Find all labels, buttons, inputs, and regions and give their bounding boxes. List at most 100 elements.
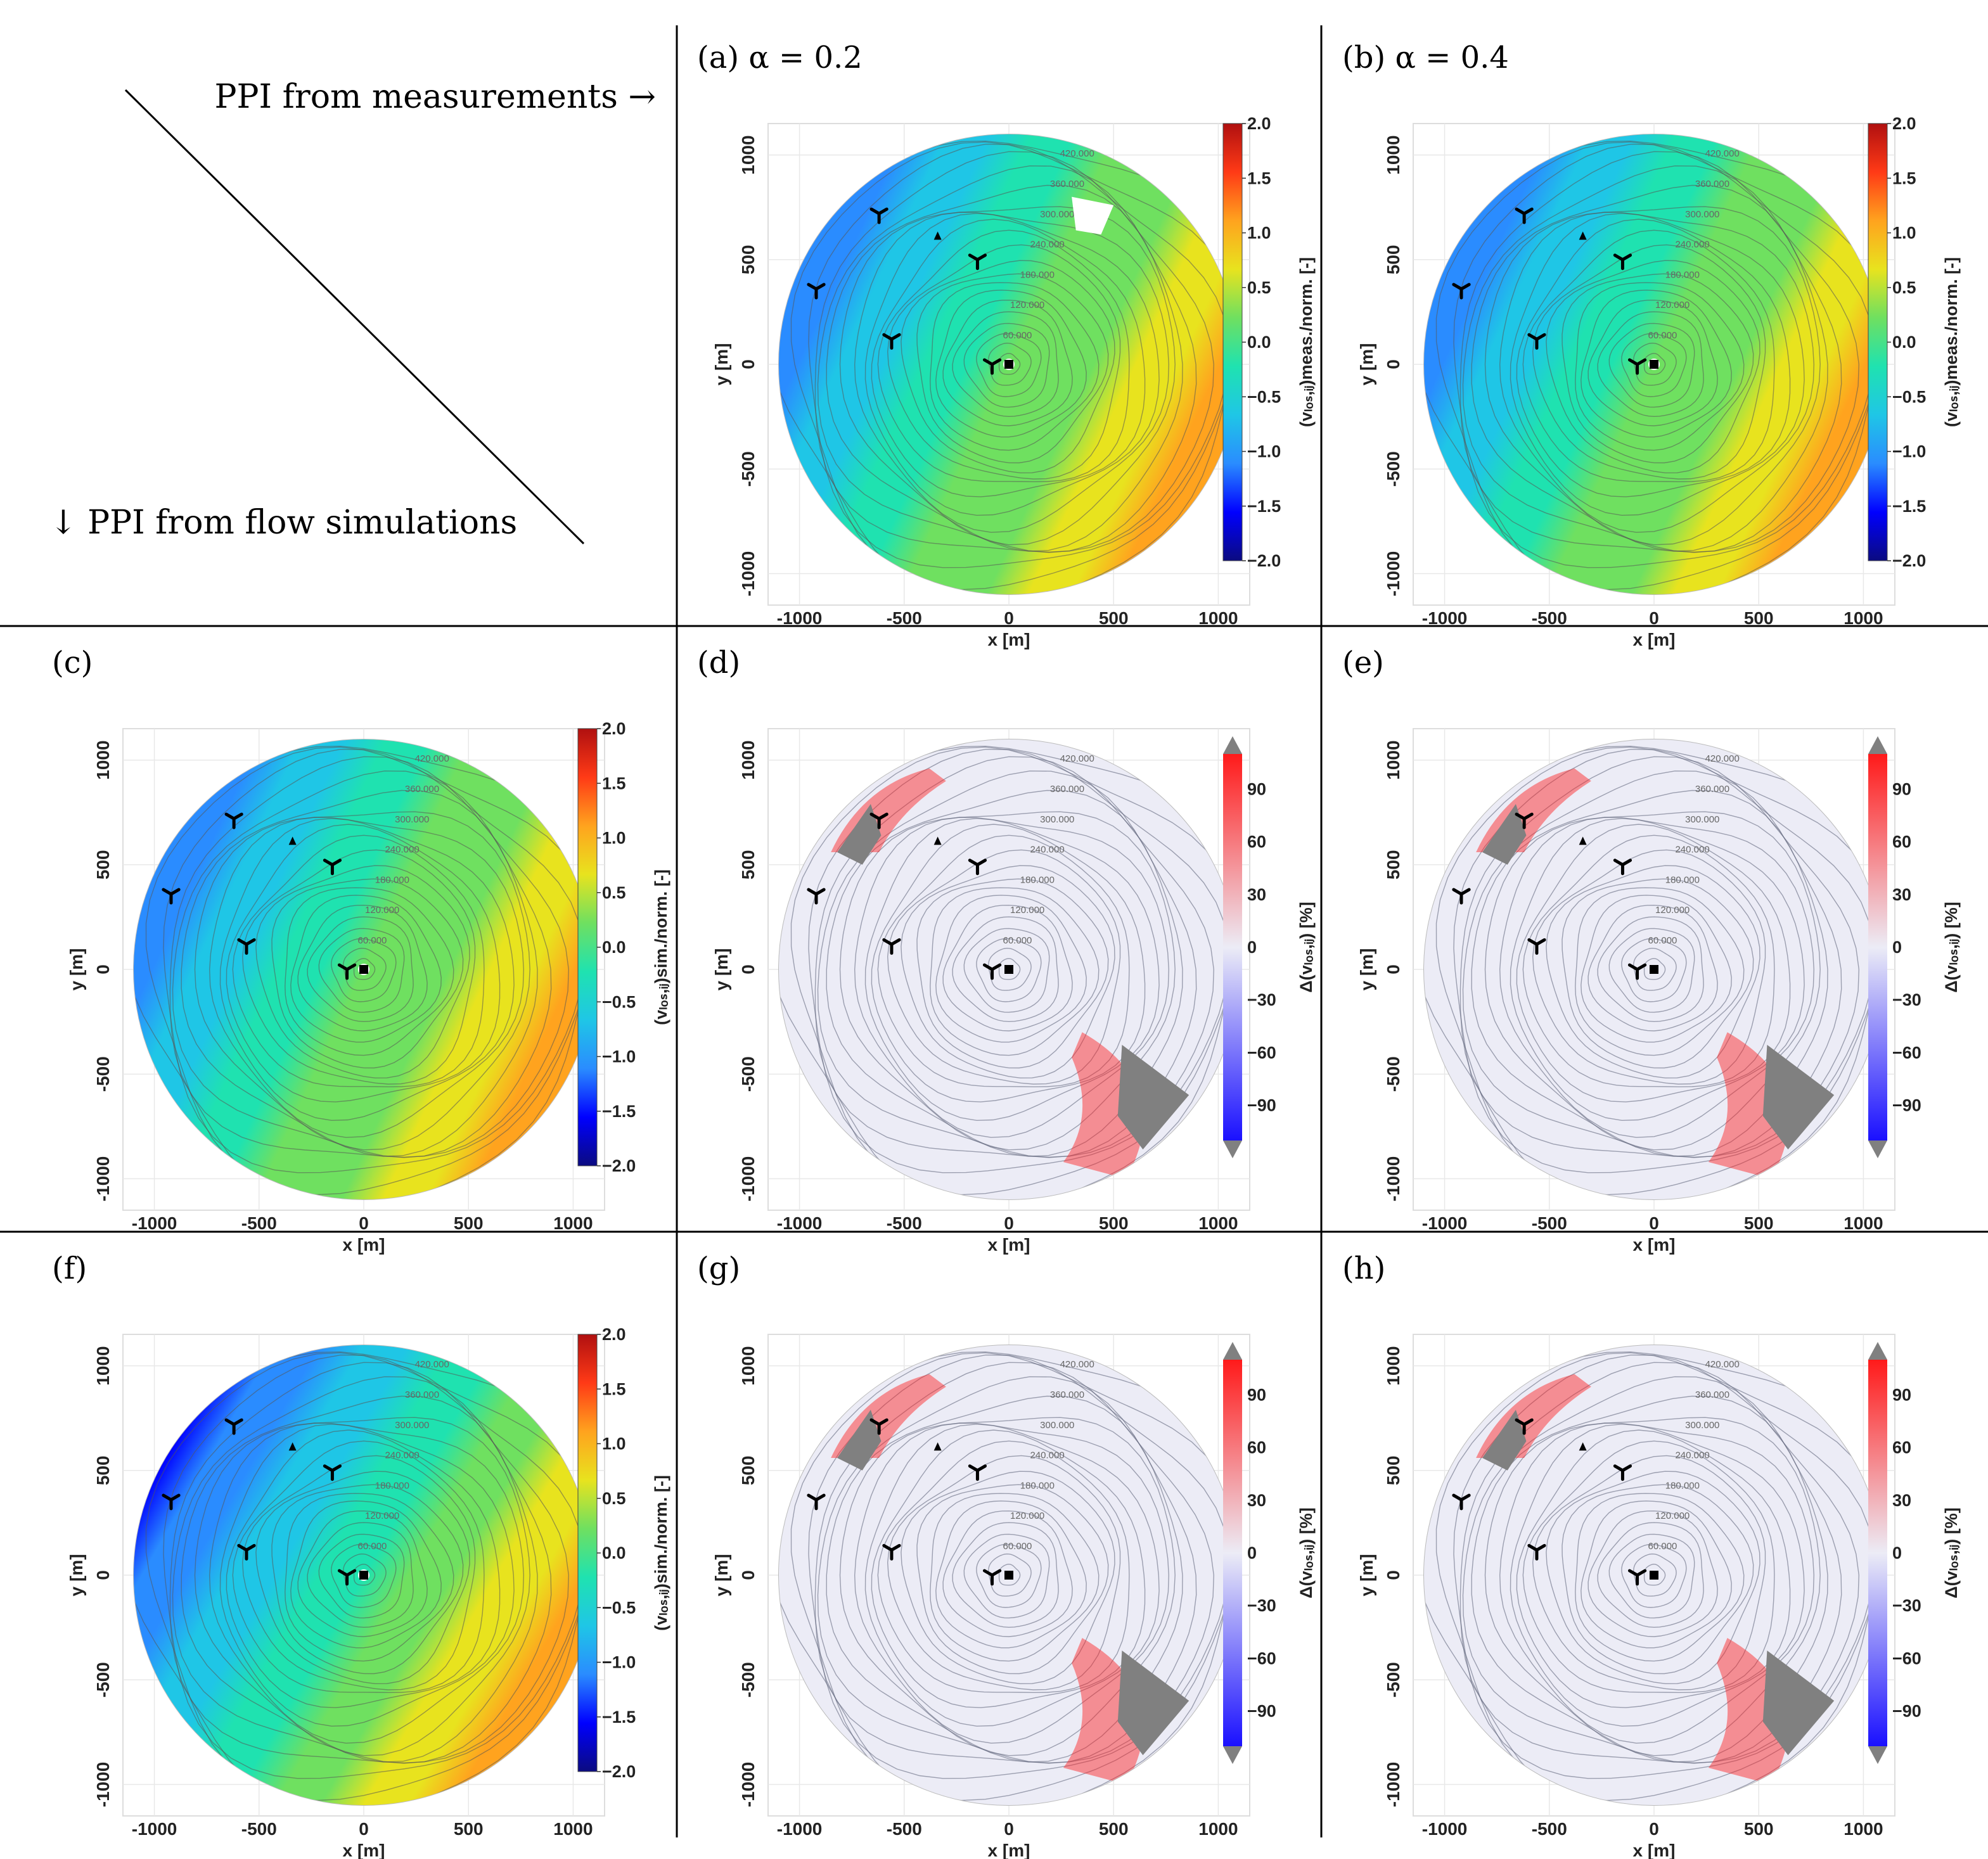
x-tick-label: 500 [454,1213,484,1233]
data-gap [1072,196,1114,235]
contour-line [1522,1440,1775,1694]
contour-line [145,746,594,1196]
contour-label: 300.000 [395,1420,429,1431]
turbine-icon [337,963,357,980]
contour-line [916,878,1109,1069]
contour-line [871,824,1146,1102]
contour-line [916,273,1109,464]
x-tick-label: 1000 [1844,1819,1883,1839]
turbine-icon [982,1569,1002,1586]
turbine-blade [1459,1493,1471,1502]
colorbar-tick-label: −60 [1247,1043,1276,1062]
contour-label: 360.000 [1695,1389,1729,1400]
contour-label: 240.000 [1675,845,1709,855]
y-tick-label: 0 [738,964,758,974]
contour-line [887,244,1121,480]
turbine-blade [345,1569,357,1577]
contour-line [1471,789,1828,1157]
site-markers [807,207,1013,375]
x-tick-label: 500 [1744,1213,1774,1233]
x-tick-label: 0 [1649,1819,1659,1839]
x-tick-label: 1000 [1198,608,1238,628]
x-axis-label: x [m] [343,1841,385,1859]
contour-label: 180.000 [1020,874,1055,885]
chart-a: (a) α = 0.2 -1000 -1000 -500 -500 0 0 500 500 100… [697,40,1316,649]
colorbar-label: (vₗₒₛ,ᵢⱼ)meas./norm. [-] [1942,257,1961,427]
met-mast-icon [1579,231,1587,240]
x-tick-label: -500 [887,1819,922,1839]
turbine-blade [814,283,826,291]
y-tick-label: 500 [738,850,758,879]
contour-label: 120.000 [1655,905,1690,916]
y-tick-label: 1000 [738,1346,758,1385]
y-tick-label: -1000 [1383,1762,1403,1808]
met-mast-icon [288,836,297,845]
contour-line [976,938,1042,1002]
colorbar-tick-label: 2.0 [1892,114,1916,133]
turbine-blade [1522,1418,1534,1426]
contour-line [1597,311,1704,418]
colorbar-tick-label: −1.0 [602,1653,636,1672]
turbine-icon [323,859,342,876]
colorbar-bar [577,1334,598,1772]
contour-line [290,1500,442,1649]
contour-label: 120.000 [1010,1511,1044,1521]
contour-line [1453,748,1875,1173]
contour-label: 300.000 [1040,814,1074,825]
colorbar-tick-label: 90 [1892,1385,1911,1404]
x-axis-label: x [m] [988,630,1030,649]
colorbar-tick-label: −30 [1247,1596,1276,1615]
contour-line [1575,887,1745,1056]
contour-line [219,817,515,1121]
contour-line [1435,1352,1884,1801]
chart-b: (b) α = 0.4 -1000 -1000 -500 -500 0 0 500 500 100… [1342,40,1961,649]
y-tick-label: 500 [1383,850,1403,879]
contour-line [1462,1376,1842,1764]
contour-line [232,834,485,1088]
colorbar-arrow-top [1223,736,1242,754]
contour-label: 420.000 [1705,148,1740,159]
y-tick-label: 1000 [738,740,758,779]
turbine-blade [877,207,888,215]
turbine-icon [323,1464,342,1481]
met-mast-icon [1579,836,1587,845]
colorbar-bar [577,728,598,1166]
colorbar-tick-label: 0 [1247,938,1257,957]
site-markers [162,1418,368,1586]
contour-line [1621,938,1687,1002]
contour-line [1462,165,1842,553]
contour-label: 60.000 [1003,1541,1032,1552]
colorbar-bar [1223,1360,1242,1746]
contour-line [817,165,1197,553]
turbine-blade [877,812,888,821]
turbine-icon [1613,253,1632,271]
x-tick-label: -500 [1532,608,1567,628]
colorbar-bar [1868,754,1887,1140]
contour-line [1484,206,1821,546]
y-tick-label: 1000 [1383,135,1403,174]
x-tick-label: -500 [1532,1819,1567,1839]
contour-line [1532,244,1766,480]
contour-line [318,928,405,1013]
contour-line [1546,865,1760,1079]
contour-line [839,1417,1176,1756]
turbine-blade [1636,358,1647,366]
contour-line [1459,1362,1859,1764]
axes: -1000 -1000 -500 -500 0 0 500 500 1000 1000 x [m] y… [712,728,1250,1255]
contour-line [285,887,454,1056]
chart-f: (f) -1000 -1000 -500 -500 0 0 500 500 1000 1000 x [… [52,1251,670,1859]
contour-line [1643,1563,1666,1586]
y-tick-label: -1000 [1383,551,1403,597]
turbine-icon [1627,358,1647,375]
heatmap-field: 420.000 360.000 300.000 240.000 180.000 120.0… [778,739,1240,1200]
colorbar-tick-label: 1.5 [602,1379,626,1398]
colorbar: 2.0 1.5 1.0 0.5 0.0 −0.5 −1.0 −1.5 −2.0 (vₗₒₛ,ᵢⱼ)… [1222,114,1316,570]
turbine-blade [232,1418,243,1426]
y-tick-label: 0 [93,964,113,974]
met-mast-icon [933,836,942,845]
contour-label: 240.000 [1675,240,1709,250]
contour-label: 360.000 [1695,784,1729,795]
contour-label: 240.000 [385,1450,419,1461]
